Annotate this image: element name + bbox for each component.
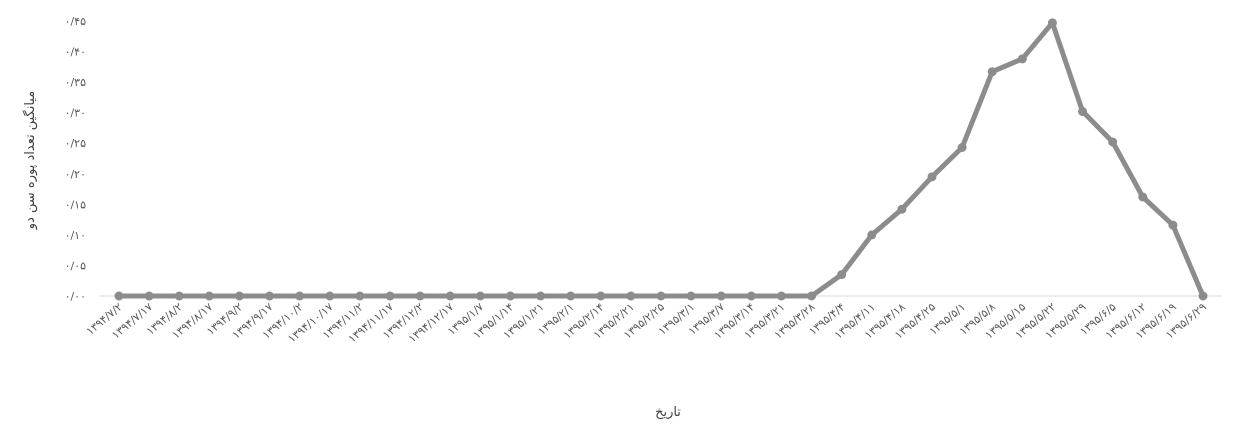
data-point — [385, 291, 395, 301]
data-point — [234, 291, 244, 301]
data-point — [776, 291, 786, 301]
data-point — [957, 143, 967, 152]
data-point — [987, 67, 997, 77]
data-point — [837, 270, 847, 280]
data-point — [1108, 137, 1118, 147]
data-point — [686, 291, 696, 301]
data-point — [656, 291, 666, 301]
y-tick-label: ۰/۰۰ — [65, 290, 86, 303]
x-axis-title: تاریخ — [655, 405, 681, 420]
y-tick-label: ۰/۳۵ — [65, 76, 87, 89]
data-point — [114, 291, 124, 301]
data-point — [897, 204, 907, 214]
data-point — [415, 291, 425, 301]
y-tick-label: ۰/۴۵ — [65, 15, 87, 28]
y-axis-ticks: ۰/۰۰ ۰/۰۵ ۰/۱۰ ۰/۱۵ ۰/۲۰ ۰/۲۵ ۰/۳۰ ۰/۳۵ ۰/۴۰ ۰/۴۵ — [65, 15, 87, 303]
data-point — [626, 291, 636, 301]
data-point — [716, 291, 726, 301]
data-point — [1078, 106, 1088, 116]
data-point — [265, 291, 275, 301]
data-point — [445, 291, 455, 301]
data-point — [1138, 192, 1148, 202]
y-tick-label: ۰/۰۵ — [65, 259, 87, 272]
data-point — [536, 291, 546, 301]
data-point — [505, 291, 515, 301]
data-point — [867, 230, 877, 240]
y-tick-label: ۰/۳۰ — [65, 107, 86, 120]
data-point — [204, 291, 214, 301]
data-point — [475, 291, 485, 301]
data-points — [114, 18, 1208, 301]
data-point — [1017, 54, 1027, 64]
y-axis-title: میانگین تعداد پوره سن دو — [22, 91, 38, 230]
data-point — [174, 291, 184, 301]
data-point — [1198, 291, 1208, 301]
y-tick-label: ۰/۱۵ — [65, 198, 87, 211]
series-line — [116, 20, 1206, 299]
y-tick-label: ۰/۱۰ — [65, 229, 86, 242]
data-point — [295, 291, 305, 301]
data-point — [746, 291, 756, 301]
data-point — [355, 291, 365, 301]
y-tick-label: ۰/۲۵ — [65, 137, 87, 150]
data-point — [596, 291, 606, 301]
y-tick-label: ۰/۴۰ — [65, 46, 86, 59]
data-point — [1168, 220, 1178, 230]
data-point — [927, 172, 937, 182]
y-tick-label: ۰/۲۰ — [65, 168, 86, 181]
data-point — [807, 291, 817, 301]
x-axis-ticks: ۱۳۹۴/۷/۲۱۳۹۴/۷/۱۷۱۳۹۴/۸/۲۱۳۹۴/۸/۱۷۱۳۹۴/۹… — [84, 300, 1209, 345]
data-point — [1047, 18, 1057, 28]
data-point — [325, 291, 335, 301]
data-point — [566, 291, 576, 301]
data-point — [144, 291, 154, 301]
